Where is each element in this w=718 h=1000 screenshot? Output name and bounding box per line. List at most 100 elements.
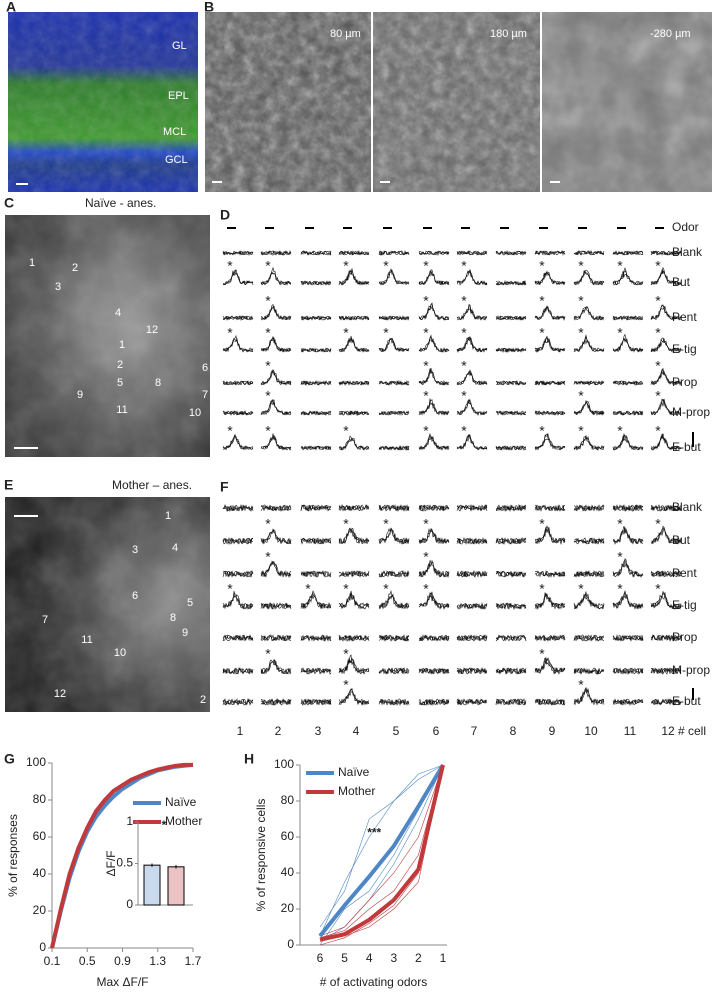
- trace: [495, 279, 527, 286]
- trace: [418, 667, 450, 675]
- trace: [456, 667, 488, 675]
- trace: [456, 434, 488, 450]
- response-marker: *: [578, 325, 584, 341]
- response-marker: *: [578, 293, 584, 309]
- trace: [456, 634, 488, 642]
- trace: [260, 658, 292, 675]
- trace: [573, 592, 605, 609]
- y-tick-label: 60: [33, 829, 47, 843]
- column-axis-label: # cell: [678, 724, 706, 738]
- response-marker: *: [383, 581, 389, 597]
- y-axis-title: % of responses: [6, 814, 20, 897]
- row-label: But: [672, 533, 691, 547]
- trace: [650, 504, 682, 512]
- trace: [612, 559, 644, 578]
- trace: [495, 602, 527, 610]
- trace: [300, 250, 332, 256]
- trace: [496, 571, 527, 578]
- trace: [456, 570, 488, 578]
- x-tick-label: 4: [366, 951, 373, 965]
- trace: [612, 333, 644, 353]
- trace: [573, 570, 605, 577]
- trace: [222, 504, 254, 513]
- response-marker: *: [265, 388, 271, 404]
- y-tick-label: 20: [281, 901, 295, 915]
- trace: [612, 270, 644, 286]
- trace: [650, 370, 682, 386]
- trace: [495, 445, 527, 451]
- response-marker: *: [265, 358, 271, 374]
- trace: [612, 410, 644, 416]
- trace: [534, 698, 566, 706]
- trace: [534, 526, 566, 545]
- response-marker: *: [343, 423, 349, 439]
- response-marker: *: [461, 358, 467, 374]
- column-label: 2: [275, 724, 282, 738]
- trace: [338, 504, 370, 512]
- trace: [300, 570, 332, 578]
- trace: [338, 250, 370, 256]
- trace: [378, 249, 410, 257]
- response-marker: *: [265, 293, 271, 309]
- trace: [534, 504, 566, 512]
- row-label: Prop: [672, 375, 698, 389]
- trace: [338, 570, 370, 577]
- trace: [457, 537, 487, 545]
- image-e: [5, 497, 210, 712]
- panel-title: Naïve - anes.: [85, 196, 156, 210]
- trace: [300, 280, 332, 286]
- trace: [495, 667, 527, 675]
- trace: [456, 602, 488, 610]
- trace: [495, 315, 527, 321]
- cell-label: 2: [200, 694, 206, 706]
- legend-label: Mother: [338, 784, 375, 798]
- trace: [301, 698, 332, 706]
- trace: [222, 435, 254, 451]
- trace: [534, 658, 566, 674]
- trace: [534, 525, 566, 545]
- trace: [378, 338, 410, 353]
- trace: [612, 504, 644, 512]
- trace: [222, 595, 254, 610]
- trace: [222, 337, 254, 353]
- trace: [456, 698, 488, 706]
- series-line: [50, 762, 193, 949]
- y-tick-label: 80: [281, 793, 295, 807]
- trace: [300, 315, 332, 321]
- trace: [534, 270, 566, 286]
- trace: [418, 302, 450, 321]
- panel-label: H: [244, 751, 254, 767]
- individual-line: [319, 764, 444, 939]
- panel-label: E: [4, 477, 13, 493]
- trace: [260, 602, 292, 610]
- trace: [260, 528, 292, 545]
- trace: [650, 369, 682, 386]
- response-marker: *: [539, 293, 545, 309]
- response-marker: *: [655, 388, 661, 404]
- response-marker: *: [265, 646, 271, 662]
- x-tick-label: 1: [440, 951, 447, 965]
- panel-label: D: [220, 207, 230, 223]
- trace: [495, 315, 527, 321]
- layer-label: GL: [172, 40, 187, 52]
- trace: [495, 537, 527, 544]
- response-marker: *: [655, 423, 661, 439]
- response-marker: *: [423, 258, 429, 274]
- trace: [613, 698, 644, 706]
- trace: [338, 634, 370, 642]
- trace: [612, 634, 644, 642]
- row-label: Blank: [672, 245, 703, 259]
- trace: [222, 634, 254, 642]
- trace: [378, 380, 410, 386]
- row-label: Blank: [672, 500, 703, 514]
- response-marker: *: [655, 293, 661, 309]
- trace: [418, 250, 450, 257]
- trace: [650, 304, 682, 321]
- trace: [495, 347, 527, 353]
- trace: [534, 592, 566, 610]
- trace: [222, 667, 254, 675]
- trace: [300, 634, 332, 642]
- trace: [573, 504, 605, 512]
- response-marker: *: [655, 258, 661, 274]
- trace: [495, 380, 527, 386]
